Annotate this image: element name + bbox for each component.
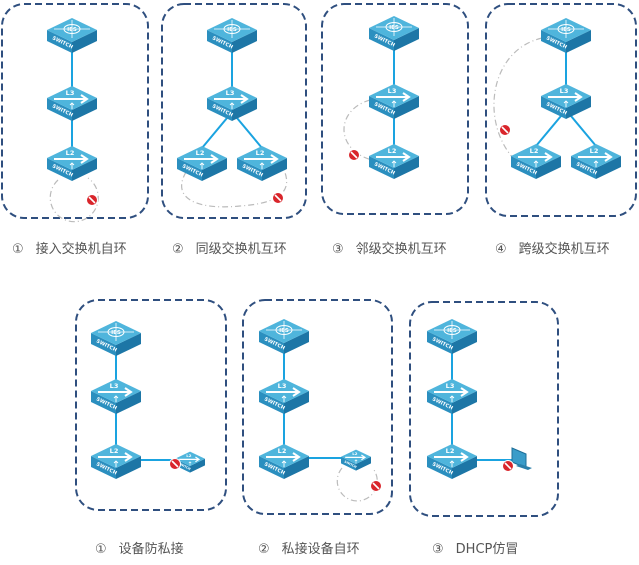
loop-path [343,99,373,161]
panel-frame [75,299,227,511]
svg-text:SWITCH: SWITCH [344,460,358,470]
svg-text:IES: IES [67,27,77,33]
caption-cross-level-loop: ④ 跨级交换机互环 [495,242,610,257]
caption-private-device-prevention: ① 设备防私接 [95,542,184,557]
caption-dhcp-spoofing: ③ DHCP仿冒 [432,542,519,557]
svg-text:IES: IES [389,25,399,31]
loop-path [493,37,543,159]
svg-text:IES: IES [561,27,571,33]
no-entry-icon [348,149,360,161]
svg-text:L3: L3 [278,382,287,390]
svg-text:L2: L2 [186,453,191,458]
no-entry-icon [499,124,511,136]
svg-text:L2: L2 [110,447,119,455]
no-entry-icon [169,458,181,470]
loop-path [49,177,99,223]
svg-text:L3: L3 [560,87,569,95]
svg-text:L3: L3 [66,89,75,97]
no-entry-icon [370,480,382,492]
no-entry-icon [272,192,284,204]
svg-text:IES: IES [447,328,457,334]
svg-text:L2: L2 [66,149,75,157]
svg-text:L3: L3 [110,382,119,390]
svg-text:L3: L3 [226,89,235,97]
svg-text:IES: IES [111,330,121,336]
no-entry-icon [86,194,98,206]
loop-path [336,467,378,502]
panel-frame [1,3,149,219]
panel-frame [485,3,637,217]
caption-same-level-loop: ② 同级交换机互环 [172,242,287,257]
svg-text:L2: L2 [590,147,599,155]
svg-text:L2: L2 [352,451,357,456]
panel-frame [242,299,393,515]
svg-text:SWITCH: SWITCH [178,462,192,472]
caption-private-device-self-loop: ② 私接设备自环 [258,542,360,557]
no-entry-icon [502,460,514,472]
l2-switch-icon: SWITCH L2 [341,449,371,471]
panel-frame [161,3,307,219]
svg-text:L3: L3 [446,382,455,390]
loop-path [181,169,288,208]
svg-text:IES: IES [227,27,237,33]
svg-text:L3: L3 [388,87,397,95]
svg-text:IES: IES [279,328,289,334]
svg-text:L2: L2 [446,447,455,455]
svg-text:L2: L2 [530,147,539,155]
svg-text:L2: L2 [256,149,265,157]
monitor-icon [511,447,532,470]
svg-text:L2: L2 [388,147,397,155]
caption-access-switch-self-loop: ① 接入交换机自环 [12,242,127,257]
svg-text:L2: L2 [278,447,287,455]
panel-frame [409,301,559,517]
svg-text:L2: L2 [196,149,205,157]
caption-adjacent-level-loop: ③ 邻级交换机互环 [332,242,447,257]
panel-frame [321,3,469,215]
